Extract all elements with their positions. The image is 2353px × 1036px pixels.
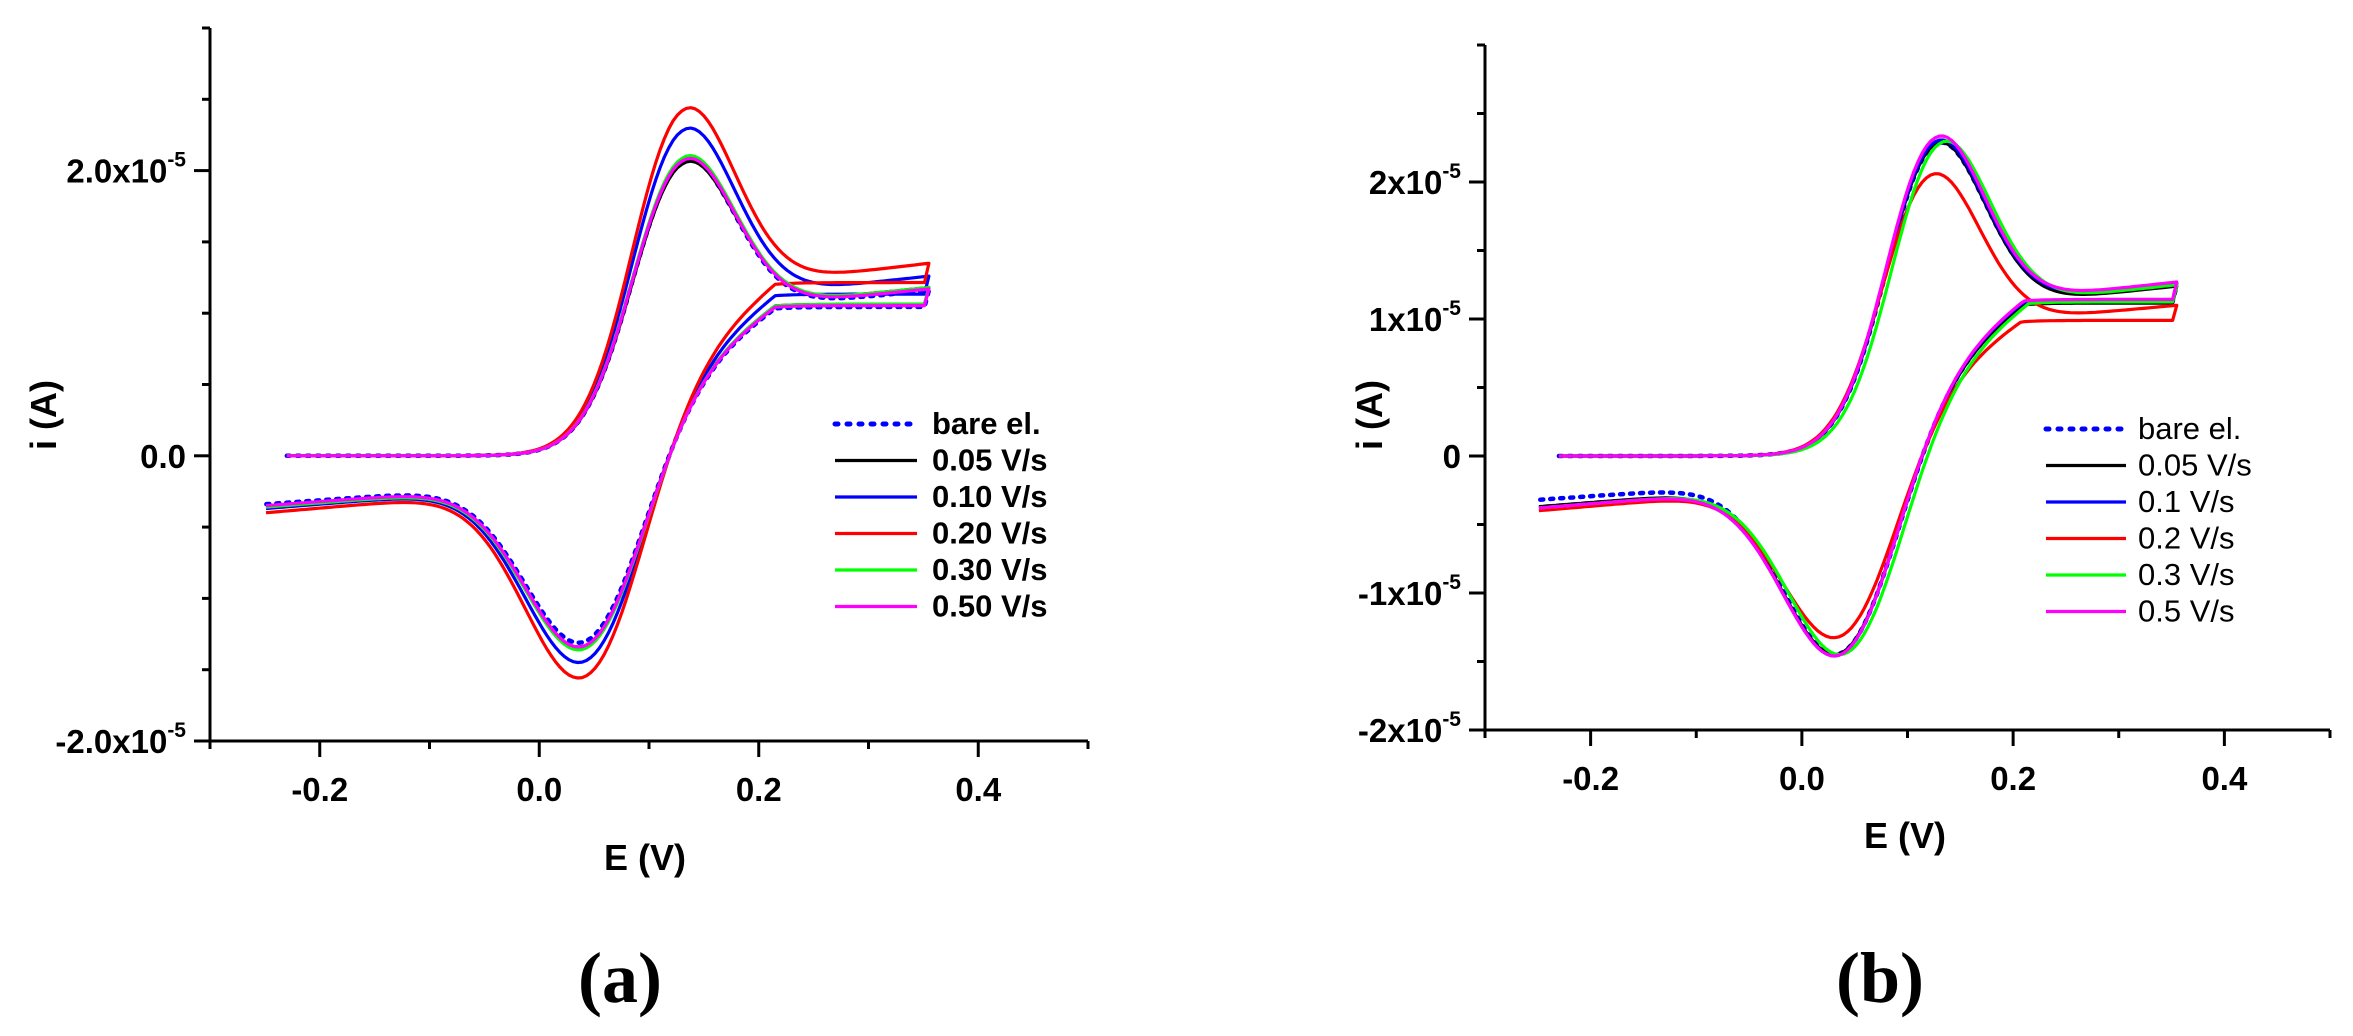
curves-a [263,106,932,680]
y-tick-label: -2x10-5 [1358,708,1461,749]
y-tick-label: 2x10-5 [1369,160,1461,201]
legend-label-a-0: bare el. [932,406,1041,441]
ticks-b: -0.2 0.0 0.2 0.4 -2x10-5 -1x10-5 0 1x10-5 2x10-5 [1358,43,2332,797]
y-tick-label: 0 [1443,438,1461,475]
series-line-b-0 [1536,140,2180,657]
panel-label-b: (b) [1836,938,1924,1018]
x-tick-label: 0.0 [516,771,562,808]
legend-label-a-1: 0.05 V/s [932,443,1047,478]
y-tick-label: 2.0x10-5 [66,149,186,190]
series-line-b-5 [1538,134,2179,658]
series-line-b-1 [1538,141,2179,657]
y-axis-label-a: i (A) [23,380,64,450]
chart-panel-a: -0.2 0.0 0.2 0.4 -2.0x10-5 0.0 2.0x10-5 bare e… [23,26,1090,1018]
series-line-a-3 [265,106,931,680]
x-tick-label: 0.4 [2201,760,2248,797]
legend-label-b-3: 0.2 V/s [2138,521,2235,556]
y-axis-label-b: i (A) [1349,380,1390,450]
legend-label-b-5: 0.5 V/s [2138,594,2235,629]
series-line-a-4 [265,154,931,652]
series-line-a-1 [265,159,931,649]
legend-label-b-4: 0.3 V/s [2138,557,2235,592]
series-line-a-2 [265,126,931,665]
panel-label-a: (a) [578,938,662,1018]
x-axis-label-b: E (V) [1864,815,1946,856]
legend-b: bare el.0.05 V/s0.1 V/s0.2 V/s0.3 V/s0.5… [2043,411,2252,629]
legend-label-a-3: 0.20 V/s [932,516,1047,551]
x-tick-label: 0.4 [955,771,1002,808]
y-tick-label: 1x10-5 [1369,297,1461,338]
legend-label-a-2: 0.10 V/s [932,479,1047,514]
y-tick-label: -1x10-5 [1358,571,1461,612]
legend-a: bare el.0.05 V/s0.10 V/s0.20 V/s0.30 V/s… [832,406,1047,624]
series-line-b-4 [1538,139,2179,657]
x-tick-label: 0.2 [736,771,782,808]
legend-label-a-5: 0.50 V/s [932,589,1047,624]
legend-label-a-4: 0.30 V/s [932,552,1047,587]
legend-label-b-0: bare el. [2138,411,2241,446]
y-tick-label: -2.0x10-5 [55,719,186,760]
x-tick-label: 0.0 [1779,760,1825,797]
series-line-a-0 [263,157,932,646]
chart-panel-b: -0.2 0.0 0.2 0.4 -2x10-5 -1x10-5 0 1x10-5 2x10-5… [1349,43,2332,1018]
x-tick-label: 0.2 [1990,760,2036,797]
series-line-b-2 [1538,138,2179,658]
curves-b [1536,134,2180,658]
x-tick-label: -0.2 [1562,760,1619,797]
axes-a [208,28,1088,743]
series-line-b-3 [1538,172,2179,640]
y-tick-label: 0.0 [140,438,186,475]
x-axis-label-a: E (V) [604,837,686,878]
series-line-a-5 [265,156,931,649]
x-tick-label: -0.2 [291,771,348,808]
ticks-a: -0.2 0.0 0.2 0.4 -2.0x10-5 0.0 2.0x10-5 [55,26,1090,808]
legend-label-b-1: 0.05 V/s [2138,448,2252,483]
legend-label-b-2: 0.1 V/s [2138,484,2235,519]
